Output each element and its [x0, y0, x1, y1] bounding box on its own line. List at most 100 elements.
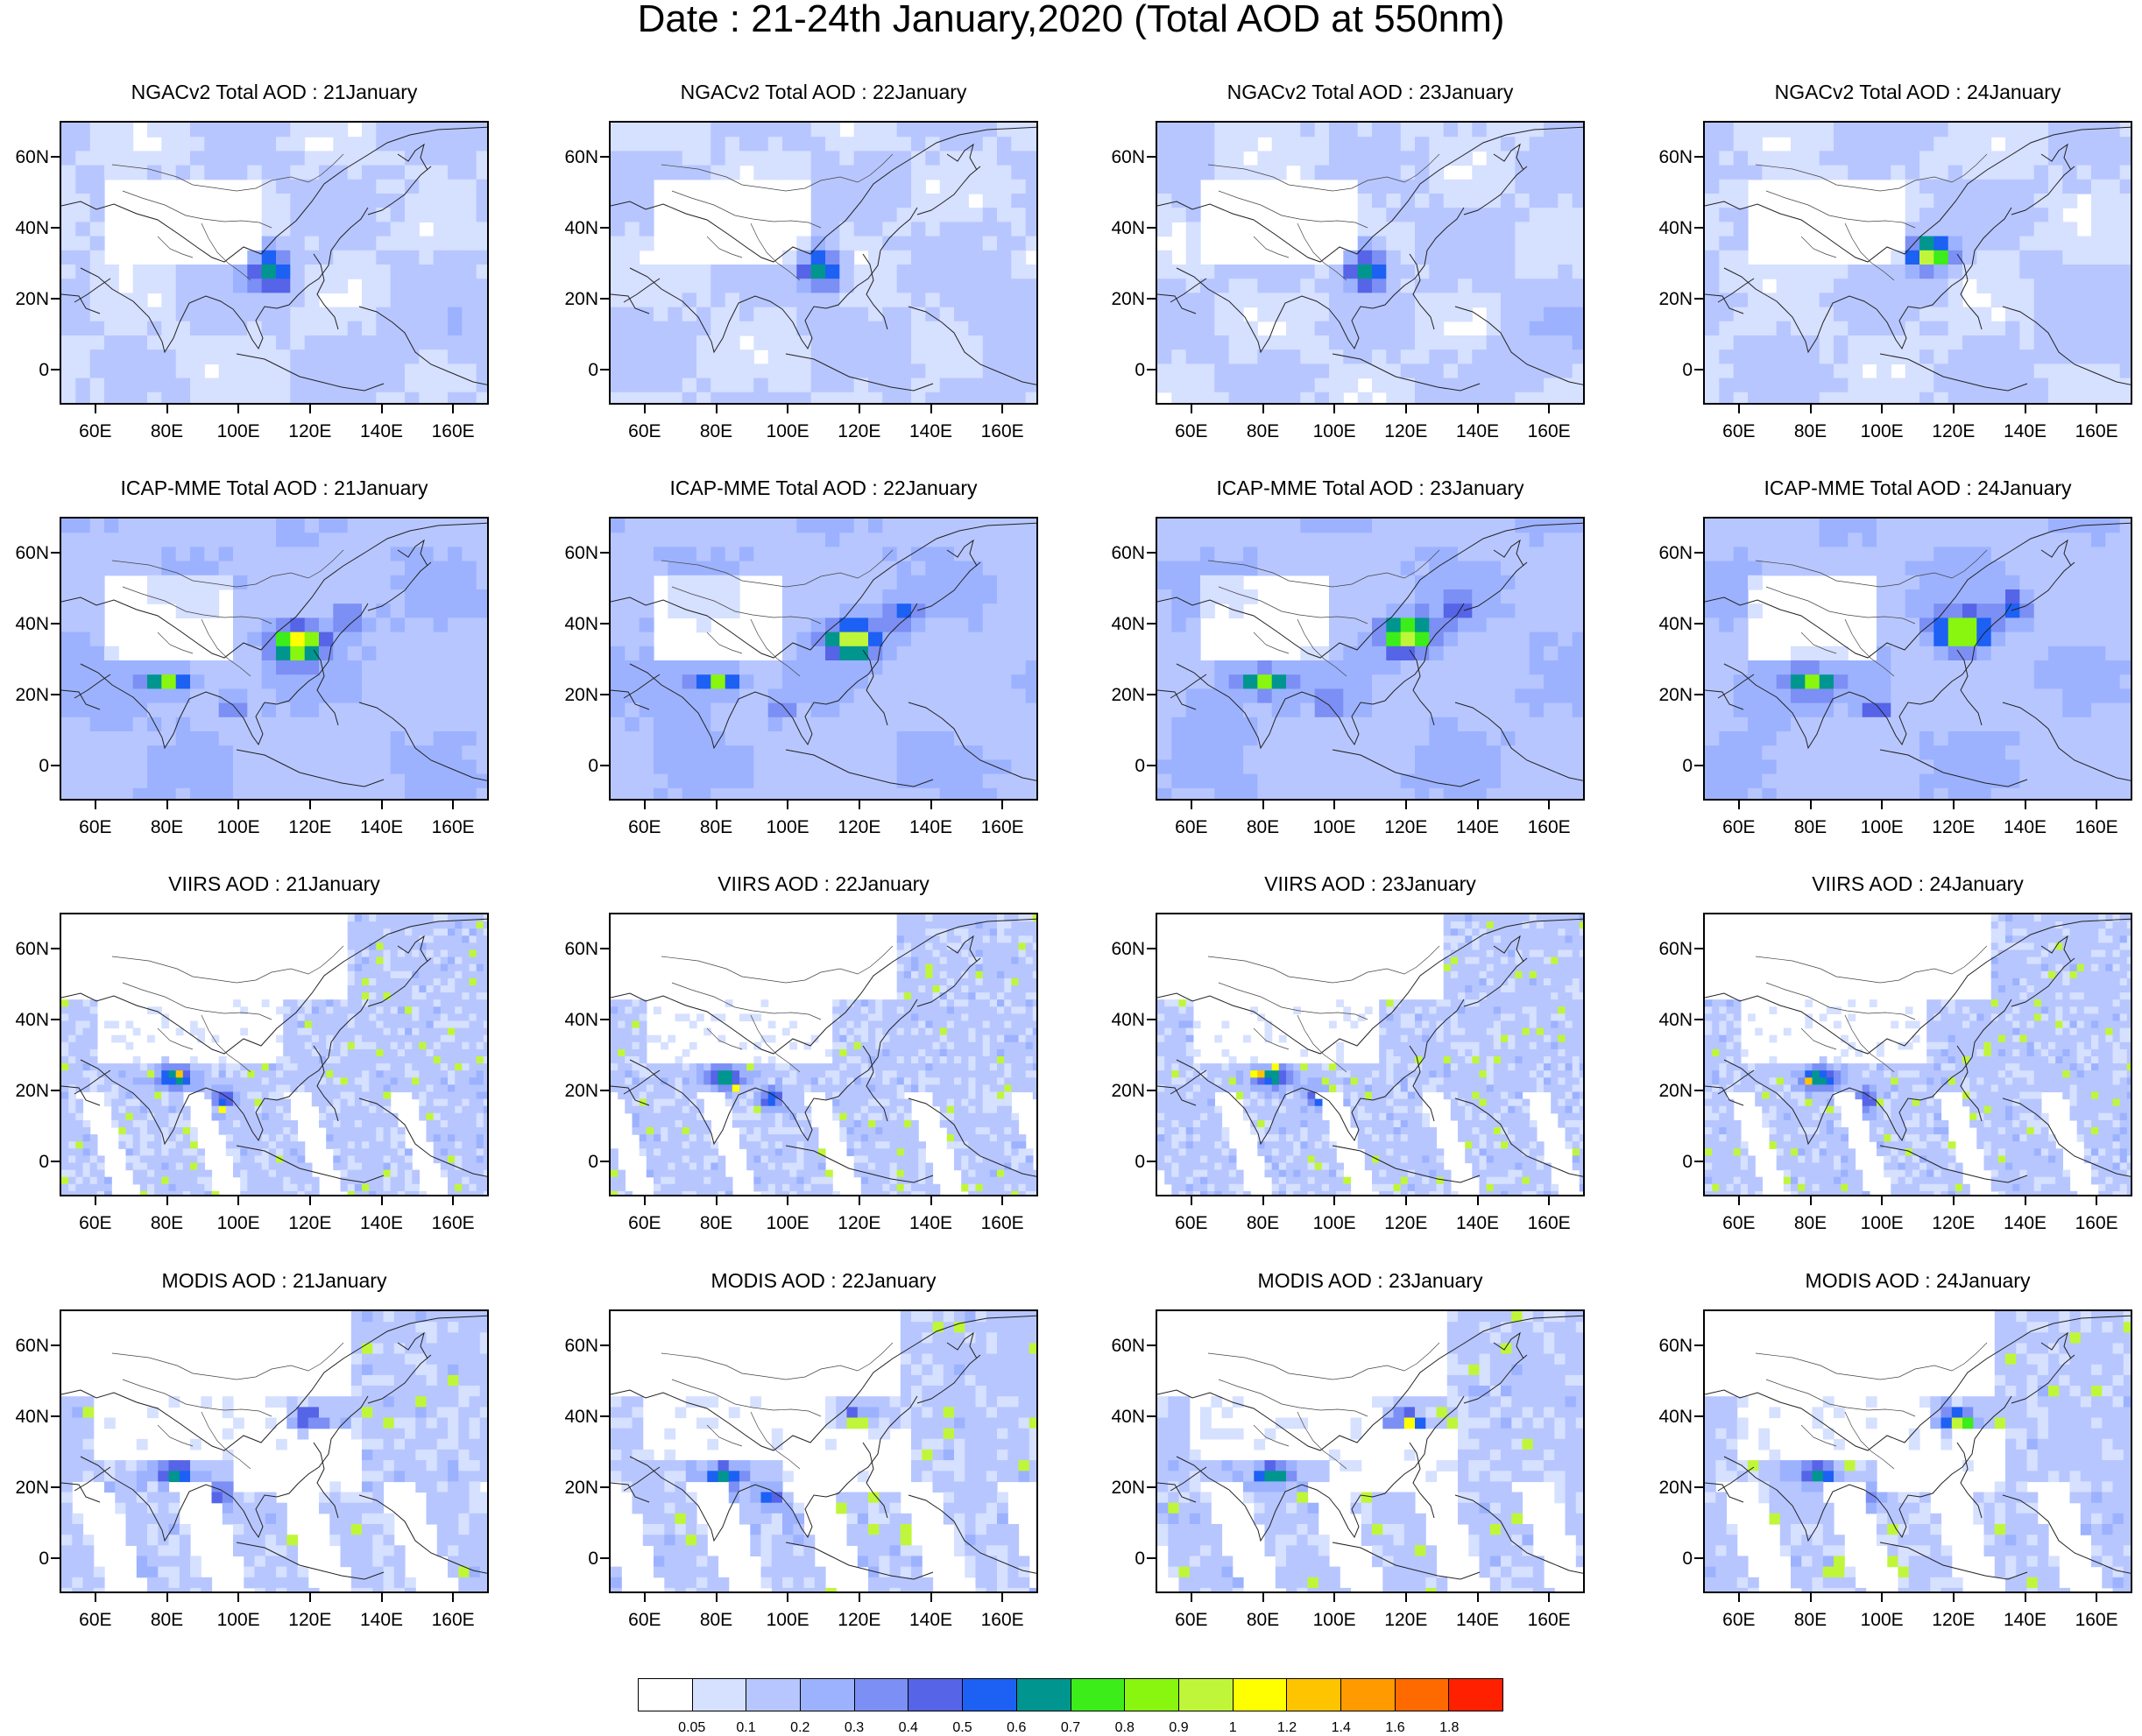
- lat-tick-label: 20N: [1092, 1082, 1145, 1100]
- lat-tick-label: 0: [546, 1153, 598, 1171]
- aod-map: [609, 1309, 1038, 1593]
- panel-title: ICAP-MME Total AOD : 24January: [1615, 476, 2142, 500]
- lon-tick-label: 120E: [1371, 818, 1441, 836]
- lon-tick: [95, 801, 96, 809]
- lat-tick: [600, 1161, 609, 1162]
- lat-tick-label: 60N: [0, 148, 49, 166]
- lon-tick: [166, 801, 168, 809]
- lat-tick: [51, 1090, 60, 1091]
- lon-tick: [644, 1196, 646, 1205]
- lon-tick: [1810, 801, 1812, 809]
- colorbar-swatch: [1341, 1679, 1396, 1711]
- lat-tick: [1694, 1161, 1703, 1162]
- lat-tick: [600, 156, 609, 158]
- lon-tick: [1262, 1196, 1264, 1205]
- lat-tick: [1147, 369, 1156, 370]
- panel-title: NGACv2 Total AOD : 23January: [1068, 81, 1672, 104]
- lon-tick: [381, 1593, 383, 1602]
- lon-tick: [2096, 1593, 2097, 1602]
- lat-tick-label: 40N: [0, 1408, 49, 1426]
- lon-tick: [2096, 405, 2097, 413]
- colorbar-swatch: [693, 1679, 747, 1711]
- lon-tick: [930, 801, 932, 809]
- lat-tick: [600, 1415, 609, 1417]
- lon-tick-label: 100E: [1847, 818, 1917, 836]
- lat-tick: [600, 765, 609, 766]
- aod-field: [1157, 519, 1585, 801]
- lat-tick-label: 20N: [1092, 1478, 1145, 1497]
- lon-tick-label: 60E: [1704, 1214, 1774, 1232]
- lat-tick-label: 20N: [1640, 1478, 1693, 1497]
- lat-tick-label: 40N: [546, 219, 598, 237]
- lon-tick: [1405, 801, 1407, 809]
- lon-tick-label: 60E: [60, 1214, 131, 1232]
- lon-tick-label: 100E: [1847, 422, 1917, 441]
- colorbar-label: 0.4: [882, 1720, 935, 1736]
- lon-tick-label: 140E: [896, 422, 966, 441]
- lat-tick: [1694, 156, 1703, 158]
- lat-tick-label: 20N: [1640, 686, 1693, 704]
- lat-tick-label: 0: [546, 1549, 598, 1568]
- lat-tick: [1694, 765, 1703, 766]
- lon-tick: [787, 1196, 788, 1205]
- lon-tick: [1262, 801, 1264, 809]
- lon-tick: [1953, 801, 1955, 809]
- lon-tick-label: 120E: [824, 1214, 894, 1232]
- lon-tick-label: 60E: [1156, 1214, 1227, 1232]
- lat-tick-label: 0: [0, 361, 49, 379]
- lat-tick-label: 60N: [1092, 940, 1145, 958]
- lon-tick-label: 120E: [275, 422, 345, 441]
- lon-tick-label: 160E: [2061, 1611, 2131, 1629]
- lat-tick-label: 20N: [546, 1478, 598, 1497]
- colorbar-swatch: [855, 1679, 909, 1711]
- colorbar-swatch: [1396, 1679, 1450, 1711]
- lon-tick: [309, 1593, 311, 1602]
- lon-tick-label: 100E: [753, 1611, 823, 1629]
- aod-field: [611, 1311, 1038, 1593]
- lon-tick: [1738, 801, 1740, 809]
- lat-tick: [600, 948, 609, 949]
- aod-map: [609, 517, 1038, 801]
- lon-tick: [1333, 1196, 1335, 1205]
- lat-tick: [1694, 694, 1703, 695]
- aod-field: [61, 1311, 489, 1593]
- lon-tick: [95, 1196, 96, 1205]
- lat-tick-label: 40N: [1640, 1011, 1693, 1029]
- lon-tick-label: 160E: [1514, 1611, 1584, 1629]
- lat-tick-label: 0: [1640, 757, 1693, 775]
- lon-tick: [1001, 1593, 1003, 1602]
- lon-tick: [381, 1196, 383, 1205]
- panel-title: ICAP-MME Total AOD : 23January: [1068, 476, 1672, 500]
- lat-tick: [1147, 1557, 1156, 1559]
- lon-tick-label: 80E: [1776, 422, 1846, 441]
- lon-tick: [166, 1593, 168, 1602]
- lon-tick: [1881, 801, 1883, 809]
- lat-tick-label: 0: [1092, 1549, 1145, 1568]
- aod-map: [609, 913, 1038, 1196]
- lon-tick: [1333, 801, 1335, 809]
- panel-title: MODIS AOD : 21January: [0, 1269, 576, 1293]
- lon-tick-label: 160E: [1514, 818, 1584, 836]
- lon-tick: [1810, 405, 1812, 413]
- lon-tick: [1001, 405, 1003, 413]
- lat-tick-label: 40N: [546, 615, 598, 633]
- lat-tick: [1694, 948, 1703, 949]
- lon-tick: [716, 801, 718, 809]
- colorbar-label: 0.8: [1099, 1720, 1151, 1736]
- colorbar-label: 1.4: [1315, 1720, 1368, 1736]
- panel-title: NGACv2 Total AOD : 24January: [1615, 81, 2142, 104]
- lon-tick: [716, 405, 718, 413]
- aod-map: [60, 1309, 489, 1593]
- colorbar-label: 0.05: [666, 1720, 718, 1736]
- lon-tick-label: 120E: [275, 818, 345, 836]
- lon-tick: [716, 1196, 718, 1205]
- lon-tick-label: 60E: [1156, 422, 1227, 441]
- lon-tick: [644, 801, 646, 809]
- lon-tick: [309, 801, 311, 809]
- panel-title: VIIRS AOD : 23January: [1068, 872, 1672, 896]
